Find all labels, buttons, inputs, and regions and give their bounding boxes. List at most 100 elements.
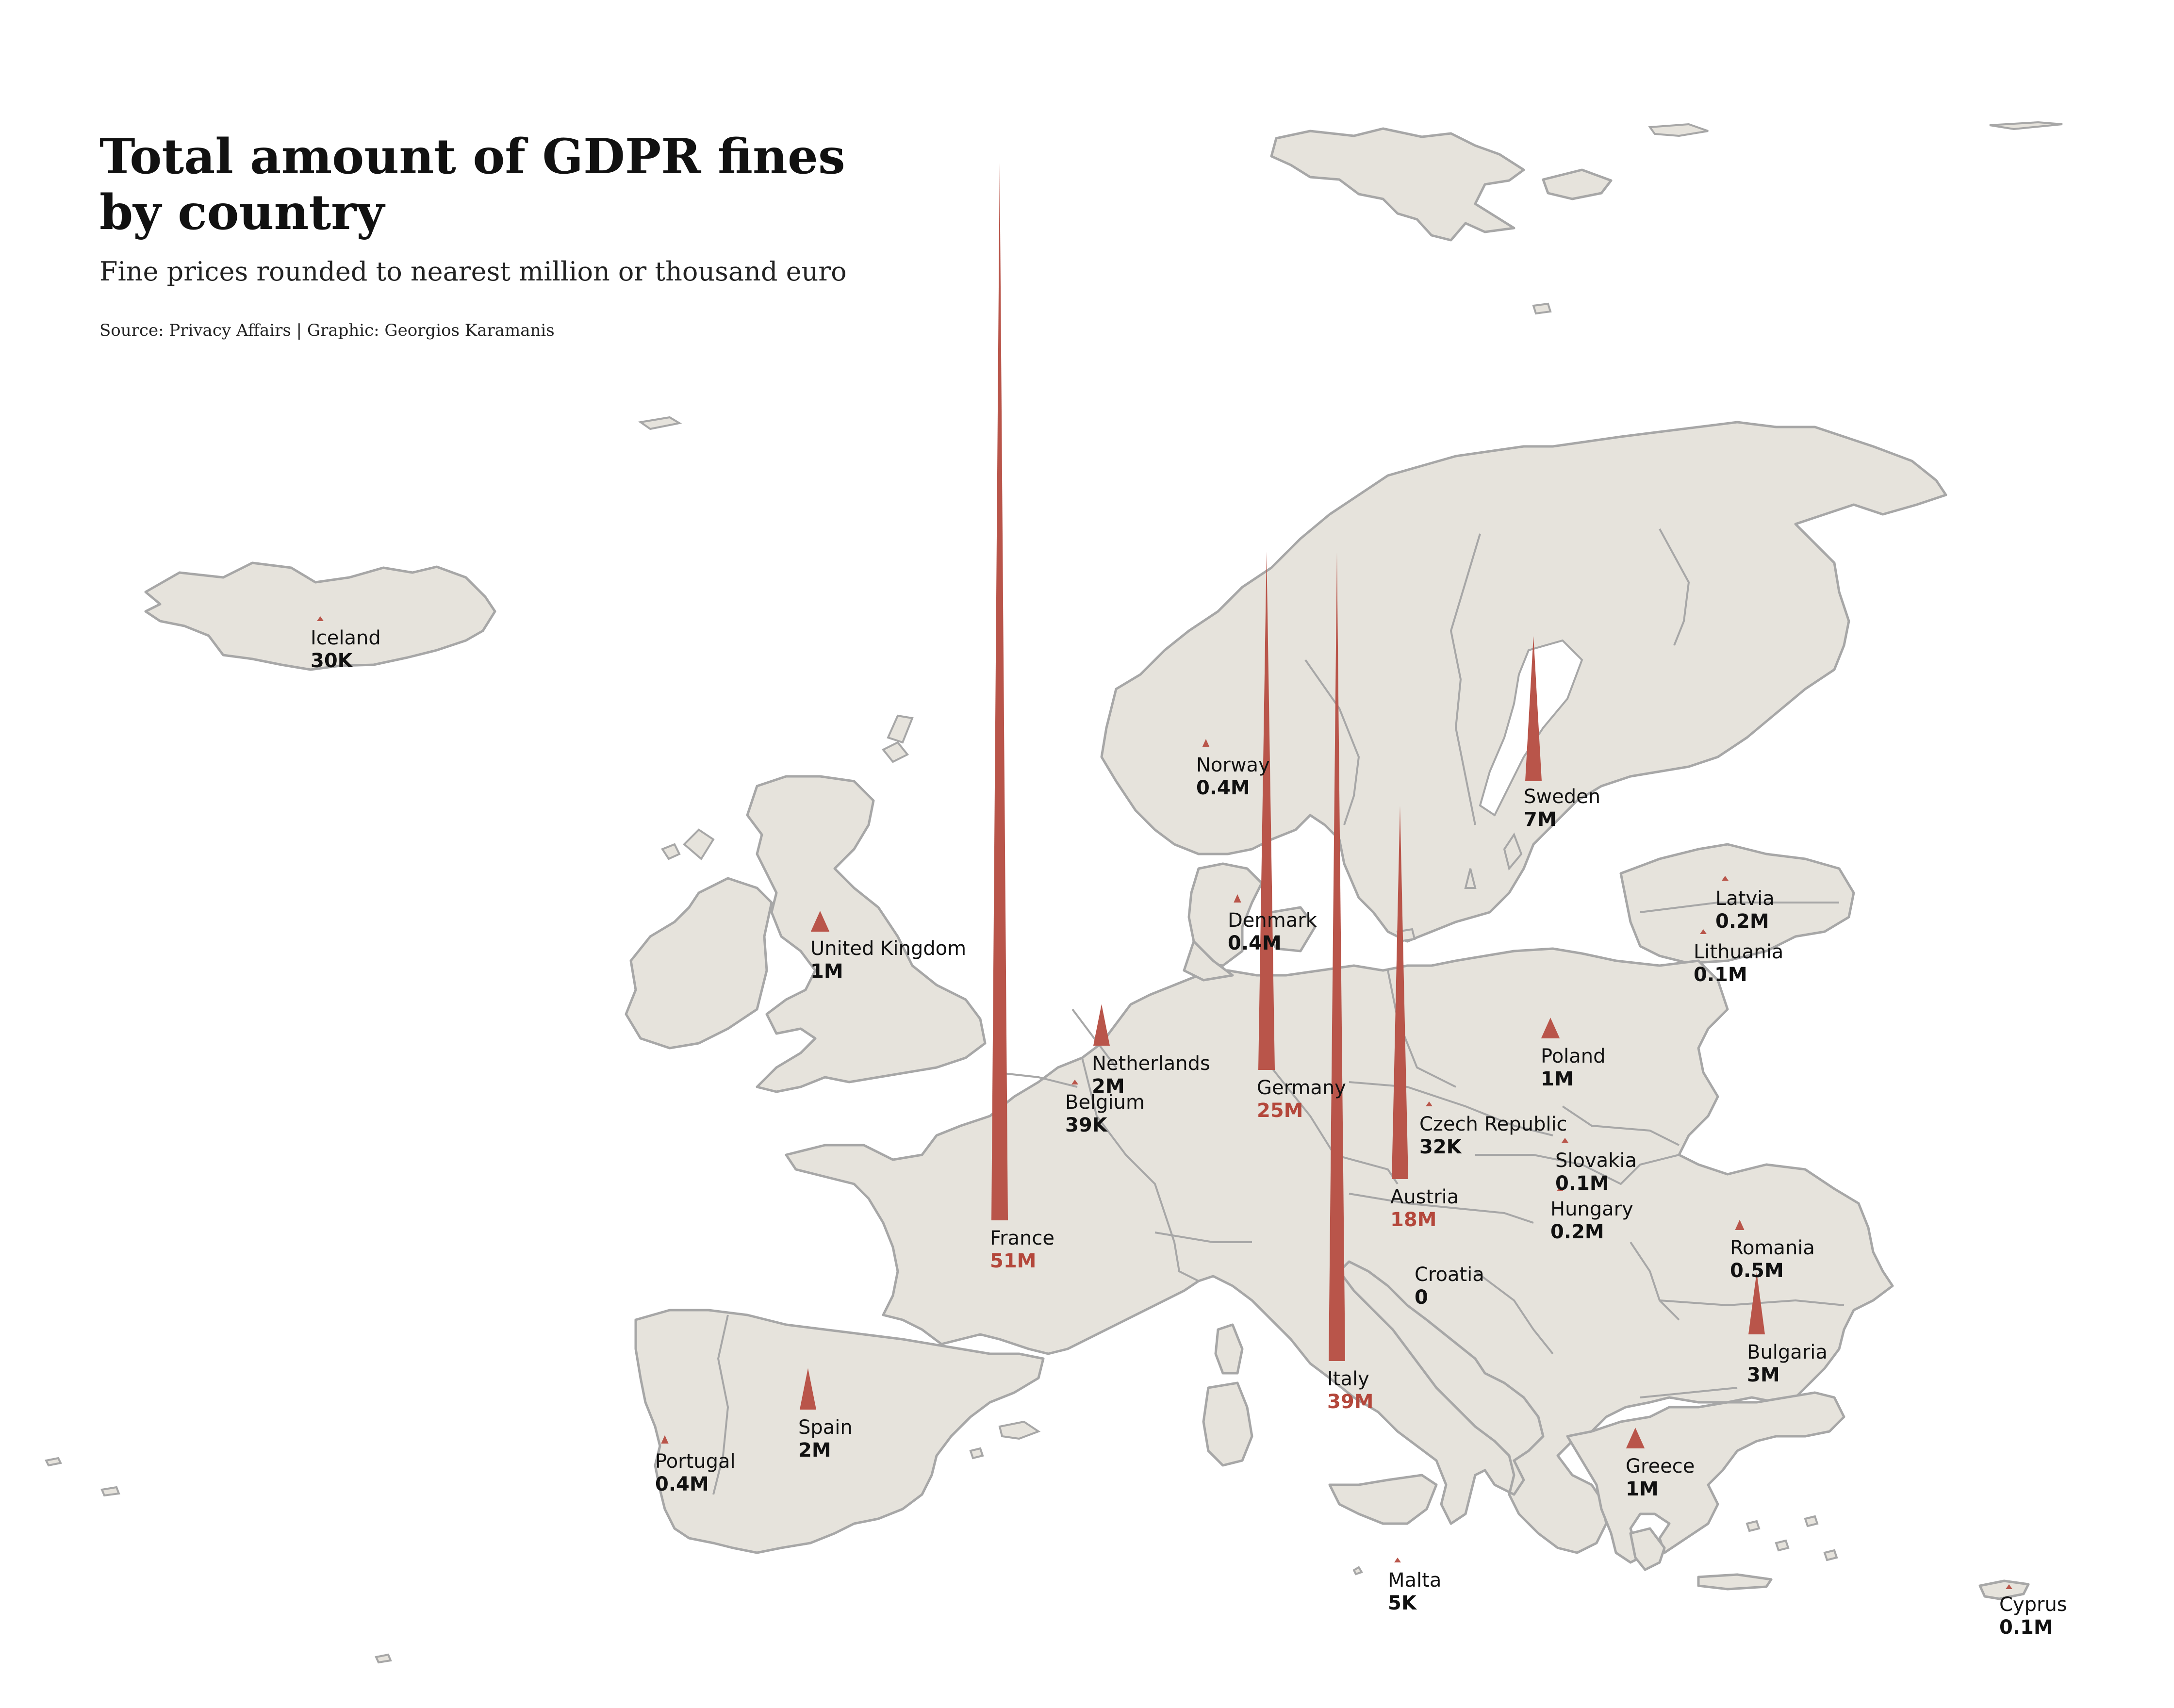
cyprus bbox=[1978, 1579, 2030, 1600]
spike-sweden bbox=[1525, 636, 1542, 781]
azores-islet bbox=[45, 1457, 62, 1467]
spike-romania bbox=[1735, 1219, 1745, 1230]
country-value-poland: 1M bbox=[1541, 1068, 1574, 1090]
country-value-greece: 1M bbox=[1626, 1478, 1659, 1500]
country-value-cyprus: 0.1M bbox=[1999, 1616, 2053, 1639]
country-value-iceland: 30K bbox=[311, 650, 354, 672]
country-name-lithuania: Lithuania bbox=[1694, 941, 1783, 963]
country-name-norway: Norway bbox=[1196, 754, 1270, 776]
country-value-romania: 0.5M bbox=[1730, 1260, 1784, 1282]
country-name-greece: Greece bbox=[1626, 1455, 1695, 1478]
svalbard-islet bbox=[1648, 123, 1709, 137]
iberian-peninsula bbox=[634, 1309, 1045, 1554]
country-name-poland: Poland bbox=[1541, 1045, 1606, 1068]
svalbard-east-island bbox=[1542, 168, 1613, 200]
gotland bbox=[1503, 832, 1523, 871]
country-value-germany: 25M bbox=[1257, 1100, 1303, 1122]
spike-united-kingdom bbox=[810, 911, 830, 932]
country-name-latvia: Latvia bbox=[1715, 887, 1775, 910]
country-name-cyprus: Cyprus bbox=[1999, 1593, 2067, 1616]
spike-latvia bbox=[1722, 876, 1729, 881]
country-name-united-kingdom: United Kingdom bbox=[810, 937, 966, 960]
country-value-sweden: 7M bbox=[1524, 808, 1557, 831]
spike-netherlands bbox=[1093, 1004, 1110, 1046]
country-name-italy: Italy bbox=[1327, 1368, 1369, 1390]
country-name-czech-republic: Czech Republic bbox=[1419, 1113, 1567, 1135]
country-name-sweden: Sweden bbox=[1524, 786, 1600, 808]
chart-subtitle: Fine prices rounded to nearest million o… bbox=[99, 256, 847, 287]
balearic-islet bbox=[969, 1447, 984, 1460]
country-value-croatia: 0 bbox=[1415, 1286, 1428, 1309]
country-value-malta: 5K bbox=[1388, 1592, 1417, 1614]
country-value-norway: 0.4M bbox=[1196, 777, 1250, 799]
country-value-czech-republic: 32K bbox=[1419, 1136, 1463, 1158]
country-borders bbox=[712, 528, 1845, 1495]
country-name-bulgaria: Bulgaria bbox=[1747, 1341, 1828, 1363]
spike-hungary bbox=[1557, 1186, 1564, 1191]
country-name-hungary: Hungary bbox=[1550, 1198, 1633, 1220]
country-value-lithuania: 0.1M bbox=[1694, 964, 1747, 986]
country-name-austria: Austria bbox=[1390, 1186, 1459, 1208]
corsica bbox=[1214, 1323, 1244, 1375]
madeira-islet bbox=[375, 1653, 392, 1664]
balkan-peninsula bbox=[1566, 1391, 1845, 1564]
country-name-netherlands: Netherlands bbox=[1092, 1052, 1210, 1075]
ireland-landmass bbox=[625, 877, 773, 1050]
hebrides bbox=[683, 828, 715, 861]
sardinia bbox=[1202, 1381, 1253, 1467]
spike-lithuania bbox=[1700, 929, 1707, 934]
country-name-belgium: Belgium bbox=[1065, 1091, 1145, 1114]
country-value-spain: 2M bbox=[798, 1439, 831, 1462]
spike-czech-republic bbox=[1426, 1101, 1433, 1106]
country-value-denmark: 0.4M bbox=[1228, 932, 1282, 954]
aegean-islet bbox=[1775, 1539, 1790, 1552]
spike-iceland bbox=[317, 616, 324, 621]
country-name-iceland: Iceland bbox=[311, 627, 381, 649]
spike-germany bbox=[1258, 551, 1275, 1070]
malta bbox=[1352, 1566, 1363, 1576]
country-value-hungary: 0.2M bbox=[1550, 1221, 1604, 1243]
spike-spain bbox=[800, 1368, 816, 1410]
spike-malta bbox=[1394, 1558, 1401, 1562]
spike-portugal bbox=[661, 1435, 669, 1444]
azores-islet bbox=[100, 1486, 120, 1497]
faroe-islands bbox=[660, 843, 681, 860]
spike-poland bbox=[1541, 1018, 1560, 1038]
spike-bulgaria bbox=[1748, 1272, 1765, 1334]
country-value-netherlands: 2M bbox=[1092, 1075, 1125, 1098]
spike-belgium bbox=[1071, 1080, 1078, 1084]
country-name-croatia: Croatia bbox=[1415, 1264, 1484, 1286]
country-name-malta: Malta bbox=[1388, 1569, 1441, 1592]
country-name-romania: Romania bbox=[1730, 1237, 1815, 1259]
country-name-france: France bbox=[990, 1227, 1054, 1249]
orkney bbox=[881, 741, 909, 763]
spike-slovakia bbox=[1562, 1138, 1568, 1143]
europe-basemap bbox=[45, 121, 2063, 1664]
aegean-islet bbox=[1804, 1515, 1819, 1527]
denmark-landmass bbox=[1187, 862, 1263, 967]
spike-france bbox=[991, 163, 1008, 1220]
fine-spikes bbox=[317, 163, 2012, 1589]
spike-norway bbox=[1202, 739, 1210, 747]
aegean-islet bbox=[1823, 1549, 1838, 1561]
country-value-united-kingdom: 1M bbox=[810, 960, 843, 983]
country-value-portugal: 0.4M bbox=[655, 1473, 709, 1495]
country-value-latvia: 0.2M bbox=[1715, 910, 1769, 933]
country-name-portugal: Portugal bbox=[655, 1450, 736, 1473]
country-name-germany: Germany bbox=[1257, 1077, 1346, 1099]
balearic-islands bbox=[998, 1420, 1041, 1440]
country-value-bulgaria: 3M bbox=[1747, 1364, 1780, 1386]
country-name-slovakia: Slovakia bbox=[1555, 1150, 1637, 1172]
great-britain-landmass bbox=[746, 775, 987, 1093]
spike-denmark bbox=[1234, 894, 1241, 903]
country-name-spain: Spain bbox=[798, 1416, 853, 1439]
country-value-italy: 39M bbox=[1327, 1391, 1373, 1413]
chart-title-line-1: Total amount of GDPR fines bbox=[99, 129, 845, 185]
country-value-france: 51M bbox=[990, 1250, 1036, 1272]
peloponnese bbox=[1629, 1527, 1666, 1571]
sicily bbox=[1328, 1474, 1438, 1525]
jutland bbox=[1183, 940, 1234, 982]
chart-title-line-2: by country bbox=[99, 184, 385, 241]
spike-italy bbox=[1329, 552, 1345, 1361]
